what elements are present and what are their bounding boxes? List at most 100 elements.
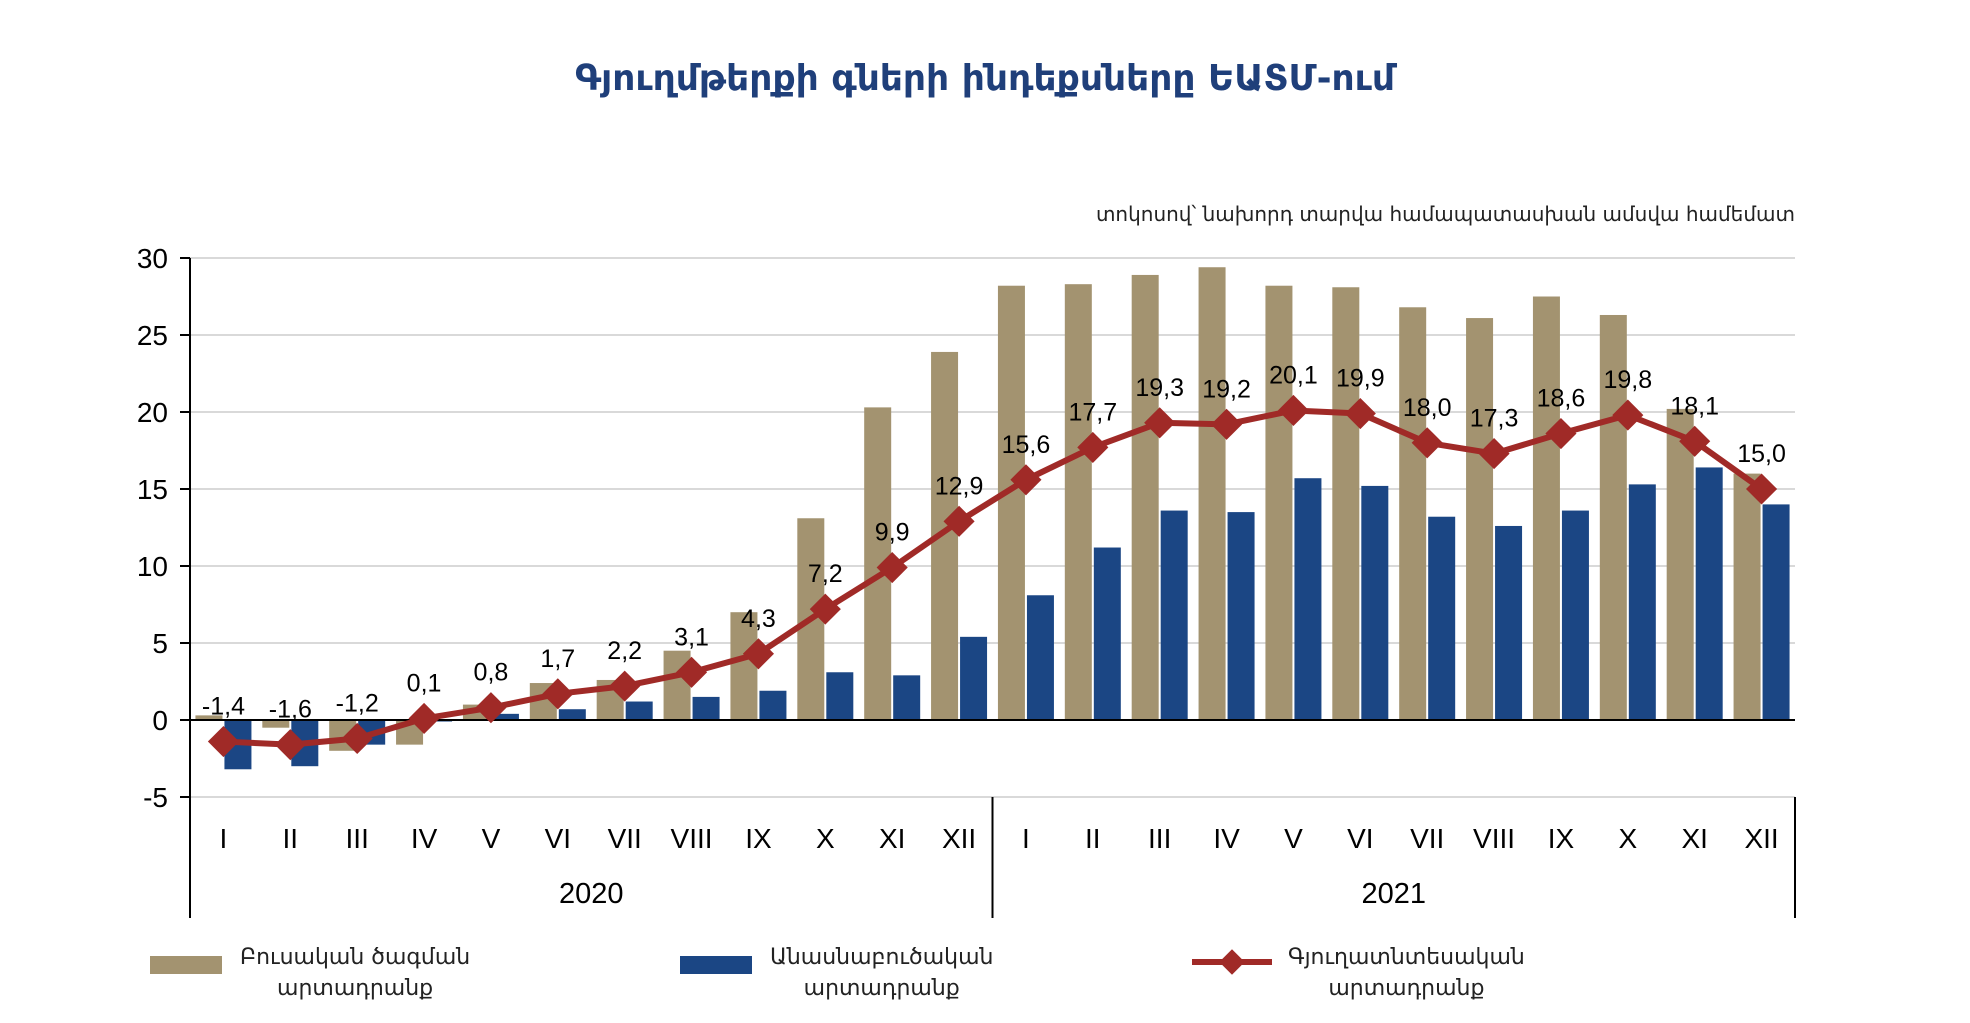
legend-label-livestock-line1: Անասնաբուծական [770,945,994,970]
bar-livestock [1294,478,1322,720]
y-tick-label: 30 [137,243,168,274]
legend-label-plant: Բուսական ծագման արտադրանք [240,942,470,1004]
y-tick-label: 0 [152,705,168,736]
marker-agri [475,692,507,724]
bar-plant [1064,284,1092,720]
bar-livestock [1695,467,1723,720]
x-tick-label: I [1022,823,1030,854]
marker-agri [1746,473,1778,505]
marker-agri [1010,464,1042,496]
bar-livestock [1361,485,1389,720]
bar-plant [1466,318,1494,720]
data-label-agri: 2,2 [607,637,642,665]
bar-plant [1131,274,1159,720]
data-label-agri: 19,8 [1603,366,1652,394]
data-label-agri: -1,6 [269,696,312,724]
x-tick-label: IX [745,823,772,854]
data-label-agri: 0,8 [474,659,509,687]
data-label-agri: 9,9 [875,519,910,547]
marker-agri [1077,431,1109,463]
year-label: 2021 [1361,878,1426,910]
data-label-agri: 0,1 [407,669,442,697]
x-tick-label: IX [1548,823,1575,854]
x-tick-label: V [482,823,501,854]
marker-agri [943,505,975,537]
bar-livestock [893,675,921,720]
bar-plant [1399,307,1427,720]
bar-livestock [1628,484,1656,720]
bar-livestock [826,672,854,720]
marker-agri [1411,427,1443,459]
data-label-agri: 4,3 [741,605,776,633]
marker-agri [408,702,440,735]
legend-label-livestock: Անասնաբուծական արտադրանք [770,942,993,1004]
y-tick-label: 10 [137,551,168,582]
marker-agri [1144,407,1176,439]
legend-swatch-plant [150,956,222,974]
data-label-agri: 18,1 [1670,392,1719,420]
legend-item-agri: Գյուղատնտեսական արտադրանք [1190,942,1525,1004]
y-tick-label: 25 [137,320,168,351]
bar-livestock [491,713,519,720]
legend-label-agri-line2: արտադրանք [1328,976,1485,1001]
data-label-agri: 17,3 [1470,405,1519,433]
marker-agri [1211,408,1243,440]
x-tick-label: VII [1410,823,1444,854]
bar-livestock [1026,595,1054,720]
bar-livestock [1495,525,1523,720]
x-tick-label: VII [608,823,642,854]
bar-plant [1198,267,1226,720]
legend-label-agri-line1: Գյուղատնտեսական [1288,945,1525,970]
marker-agri [1344,397,1376,430]
chart-title: Գյուղմթերքի գների ինդեքսները ԵԱՏՄ-ում [574,58,1396,99]
x-tick-label: III [346,823,369,854]
bar-plant [730,612,758,720]
bar-livestock [1762,504,1790,720]
bar-livestock [1227,512,1255,720]
x-tick-label: XII [1744,823,1778,854]
marker-agri [1478,438,1510,470]
data-label-agri: -1,4 [202,693,245,721]
data-label-agri: 20,1 [1269,361,1318,389]
marker-agri [1612,399,1644,431]
bar-plant [1666,408,1694,720]
data-label-agri: 19,9 [1336,365,1385,393]
legend-swatch-livestock [680,956,752,974]
bar-livestock [1160,510,1188,720]
x-tick-label: II [1085,823,1101,854]
bar-plant [1599,314,1627,720]
bar-livestock [759,690,787,720]
legend-label-plant-line1: Բուսական ծագման [240,945,471,970]
bar-plant [1265,285,1293,720]
data-label-agri: 1,7 [540,645,575,673]
bar-livestock [1093,547,1121,720]
bar-plant [262,720,290,728]
y-tick-label: 15 [137,474,168,505]
y-tick-label: 5 [152,628,168,659]
x-tick-label: VI [1347,823,1373,854]
bar-plant [663,650,691,720]
legend-label-livestock-line2: արտադրանք [803,976,960,1001]
bar-plant [1733,473,1761,720]
x-tick-label: IV [411,823,438,854]
bar-livestock [625,701,653,720]
x-tick-label: X [1618,823,1637,854]
data-label-agri: 19,3 [1135,374,1184,402]
bar-livestock [558,709,586,720]
x-tick-label: II [283,823,299,854]
data-label-agri: 7,2 [808,560,843,588]
x-tick-label: XI [879,823,905,854]
legend-item-plant: Բուսական ծագման արտադրանք [150,942,470,1004]
bar-plant [1532,296,1560,720]
year-label: 2020 [559,878,624,910]
legend-swatch-agri [1192,949,1272,975]
x-tick-label: V [1284,823,1303,854]
x-tick-label: XII [942,823,976,854]
data-label-agri: 15,0 [1737,440,1786,468]
y-tick-label: 20 [137,397,168,428]
y-tick-label: -5 [143,782,168,813]
marker-agri [1277,394,1309,427]
x-tick-label: VI [545,823,571,854]
data-label-agri: 18,6 [1537,385,1586,413]
marker-agri [341,722,373,755]
